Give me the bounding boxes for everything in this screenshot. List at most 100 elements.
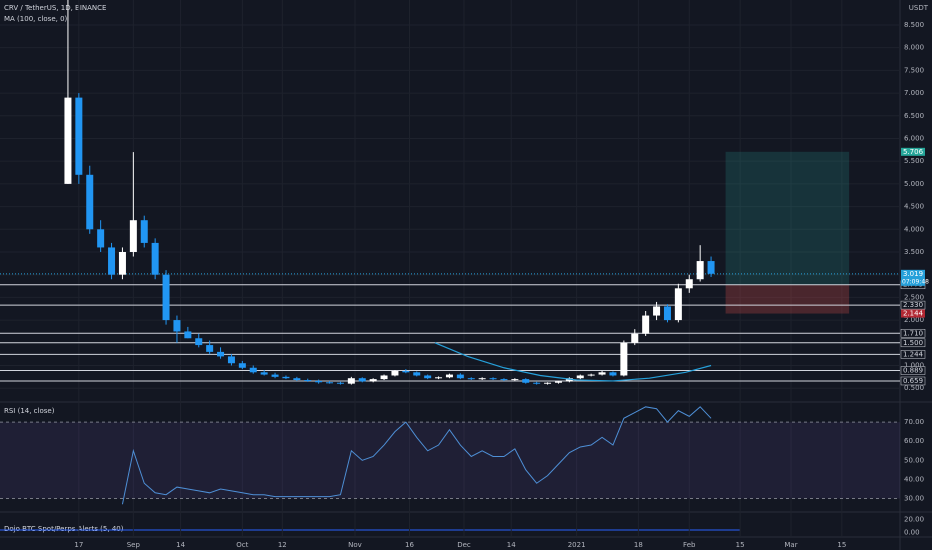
- candle-body: [565, 378, 573, 382]
- x-tick-label: 14: [176, 541, 185, 549]
- candle-body: [685, 279, 693, 289]
- y-tick-label: 5.500: [904, 157, 924, 165]
- y-tick-label: 8.000: [904, 44, 924, 52]
- y-tick-label: 20.00: [904, 516, 924, 524]
- candle-body: [554, 381, 562, 383]
- candle-body: [663, 306, 671, 321]
- loss-zone: [725, 284, 850, 314]
- candle-body: [533, 382, 541, 384]
- y-tick-label: 5.000: [904, 180, 924, 188]
- indicator-legend: Dojo BTC Spot/Perps Alerts (5, 40): [4, 525, 124, 533]
- y-tick-label: 40.00: [904, 475, 924, 483]
- candle-body: [173, 320, 181, 332]
- x-tick-label: Nov: [348, 541, 362, 549]
- last-price-tag: [901, 269, 925, 286]
- x-tick-label: 15: [736, 541, 745, 549]
- y-tick-label: 2.500: [904, 293, 924, 301]
- y-tick-label: 30.00: [904, 495, 924, 503]
- price-tag-label: 5.706: [903, 148, 924, 156]
- candle-body: [86, 174, 94, 230]
- candle-body: [108, 247, 116, 275]
- symbol-title: CRV / TetherUS, 1D, BINANCE: [4, 4, 106, 12]
- candle-body: [380, 375, 388, 380]
- candle-body: [271, 374, 279, 377]
- candle-body: [467, 378, 475, 380]
- candle-body: [642, 315, 650, 334]
- candle-body: [631, 333, 639, 343]
- candle-body: [456, 374, 464, 379]
- candle-body: [315, 380, 323, 383]
- level-tag: [900, 376, 926, 386]
- candle-body: [238, 363, 246, 368]
- x-tick-label: Feb: [683, 541, 696, 549]
- candle-body: [195, 338, 203, 346]
- y-tick-label: 1.000: [904, 361, 924, 369]
- candle-body: [129, 220, 137, 252]
- candle-body: [653, 306, 661, 316]
- level-label: 1.500: [903, 339, 923, 347]
- y-tick-label: 4.500: [904, 203, 924, 211]
- x-tick-label: 15: [837, 541, 846, 549]
- candle-body: [707, 261, 715, 274]
- candle-body: [402, 370, 410, 373]
- level-label: 1.244: [903, 350, 924, 358]
- candle-body: [75, 97, 83, 175]
- candle-body: [544, 382, 552, 384]
- candle-body: [576, 375, 584, 379]
- level-tag: [900, 366, 926, 375]
- x-tick-label: Dec: [457, 541, 471, 549]
- candle-body: [358, 378, 366, 382]
- rsi-legend: RSI (14, close): [4, 407, 55, 415]
- x-tick-label: 16: [405, 541, 414, 549]
- ma-legend: MA (100, close, 0): [4, 15, 68, 23]
- candle-body: [184, 331, 192, 339]
- x-tick-label: 14: [507, 541, 516, 549]
- candle-body: [413, 372, 421, 376]
- x-tick-label: Oct: [236, 541, 248, 549]
- price-tag-label: 2.144: [903, 310, 924, 318]
- level-tag: [900, 329, 926, 338]
- level-label: 1.710: [903, 329, 923, 337]
- candle-body: [304, 380, 312, 382]
- candle-body: [696, 261, 704, 280]
- y-tick-label: 0.00: [904, 529, 920, 537]
- candle-body: [435, 377, 443, 379]
- candle-body: [391, 370, 399, 376]
- level-label: 0.659: [903, 377, 923, 385]
- candle-body: [260, 372, 268, 375]
- price-tag: [901, 147, 925, 156]
- candle-body: [282, 376, 290, 379]
- level-tag: [900, 350, 926, 359]
- y-tick-label: 7.500: [904, 66, 924, 74]
- candle-body: [511, 379, 519, 381]
- candle-body: [369, 379, 377, 382]
- candle-body: [336, 382, 344, 384]
- candle-body: [522, 379, 530, 383]
- y-tick-label: 70.00: [904, 418, 924, 426]
- candle-body: [587, 374, 595, 376]
- candle-body: [478, 378, 486, 380]
- candle-body: [162, 274, 170, 321]
- y-tick-label: 8.500: [904, 21, 924, 29]
- candle-body: [151, 242, 159, 275]
- candle-body: [674, 288, 682, 321]
- rsi-line: [121, 406, 712, 505]
- ma-line: [434, 342, 712, 382]
- axis-unit: USDT: [909, 4, 929, 12]
- candle-body: [620, 342, 628, 376]
- candle-body: [249, 367, 257, 373]
- candle-body: [118, 251, 126, 275]
- price-tag: [901, 309, 925, 318]
- level-label: 2.330: [903, 301, 923, 309]
- level-tag: [900, 300, 926, 310]
- x-tick-label: 17: [74, 541, 83, 549]
- last-price-label: 3.019: [903, 270, 923, 278]
- candle-body: [64, 97, 72, 184]
- candle-body: [97, 229, 105, 248]
- candle-body: [445, 374, 453, 378]
- candle-body: [609, 372, 617, 376]
- y-tick-label: 2.000: [904, 316, 924, 324]
- y-tick-label: 4.000: [904, 225, 924, 233]
- y-tick-label: 3.500: [904, 248, 924, 256]
